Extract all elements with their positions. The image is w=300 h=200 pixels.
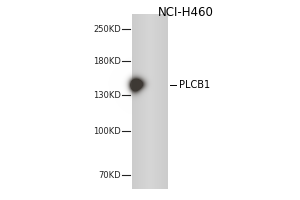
Text: NCI-H460: NCI-H460 [158,6,214,19]
Text: 130KD: 130KD [93,90,121,99]
Text: 100KD: 100KD [93,127,121,136]
Text: PLCB1: PLCB1 [178,80,210,90]
Text: 250KD: 250KD [93,24,121,33]
Text: 180KD: 180KD [93,56,121,66]
Text: 70KD: 70KD [98,170,121,180]
